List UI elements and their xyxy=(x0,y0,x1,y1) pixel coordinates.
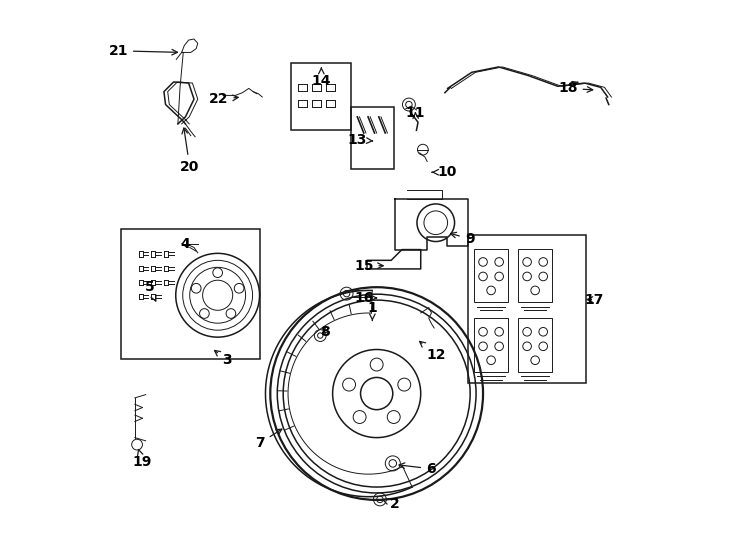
Text: 21: 21 xyxy=(109,44,178,58)
Text: 2: 2 xyxy=(382,497,399,511)
Bar xyxy=(474,248,508,302)
Text: 12: 12 xyxy=(420,341,446,362)
Text: 9: 9 xyxy=(451,232,474,246)
Bar xyxy=(518,319,552,372)
Bar xyxy=(351,107,394,169)
Bar xyxy=(518,248,552,302)
Bar xyxy=(121,228,260,359)
Text: 1: 1 xyxy=(368,301,377,320)
Text: 17: 17 xyxy=(584,293,604,307)
Text: 4: 4 xyxy=(181,237,190,251)
Text: 14: 14 xyxy=(312,68,331,88)
Text: 11: 11 xyxy=(406,106,425,120)
Text: 18: 18 xyxy=(558,82,593,96)
Text: 19: 19 xyxy=(133,449,152,469)
Text: 7: 7 xyxy=(255,429,282,450)
Text: 22: 22 xyxy=(209,92,239,106)
Bar xyxy=(468,235,586,383)
Text: 16: 16 xyxy=(354,291,377,305)
Bar xyxy=(291,63,351,130)
Text: 13: 13 xyxy=(348,133,373,147)
Text: 5: 5 xyxy=(145,280,156,301)
Text: 8: 8 xyxy=(319,325,330,339)
Text: 15: 15 xyxy=(354,259,383,273)
Text: 10: 10 xyxy=(432,165,457,179)
Text: 6: 6 xyxy=(399,462,436,476)
Text: 20: 20 xyxy=(180,128,200,174)
Text: 3: 3 xyxy=(214,350,232,367)
Bar xyxy=(474,319,508,372)
